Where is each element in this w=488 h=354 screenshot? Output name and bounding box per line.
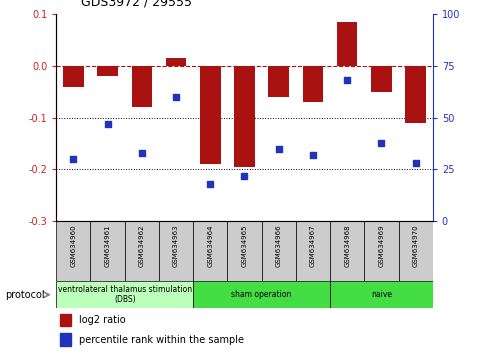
- Text: GSM634970: GSM634970: [412, 224, 418, 267]
- Bar: [329, 281, 432, 308]
- Text: GSM634966: GSM634966: [275, 224, 281, 267]
- Bar: [193, 221, 227, 281]
- Point: [103, 121, 111, 127]
- Bar: [200, 66, 220, 164]
- Text: GSM634964: GSM634964: [207, 224, 213, 267]
- Bar: [60, 314, 71, 326]
- Bar: [370, 66, 391, 92]
- Bar: [227, 221, 261, 281]
- Text: GSM634968: GSM634968: [344, 224, 349, 267]
- Bar: [364, 221, 398, 281]
- Text: GSM634965: GSM634965: [241, 224, 247, 267]
- Bar: [234, 66, 254, 167]
- Point: [377, 140, 385, 145]
- Text: GSM634963: GSM634963: [173, 224, 179, 267]
- Point: [206, 181, 214, 187]
- Bar: [124, 221, 159, 281]
- Text: protocol: protocol: [5, 290, 44, 300]
- Text: sham operation: sham operation: [231, 290, 291, 299]
- Bar: [302, 66, 323, 102]
- Bar: [261, 221, 295, 281]
- Text: GSM634969: GSM634969: [378, 224, 384, 267]
- Point: [308, 152, 316, 158]
- Bar: [193, 281, 329, 308]
- Bar: [90, 221, 124, 281]
- Bar: [97, 66, 118, 76]
- Point: [138, 150, 145, 156]
- Bar: [336, 22, 357, 66]
- Bar: [165, 58, 186, 66]
- Bar: [63, 66, 83, 87]
- Bar: [56, 221, 90, 281]
- Text: GDS3972 / 29555: GDS3972 / 29555: [81, 0, 191, 9]
- Bar: [329, 221, 364, 281]
- Text: log2 ratio: log2 ratio: [79, 315, 125, 325]
- Bar: [159, 221, 193, 281]
- Point: [240, 173, 248, 178]
- Text: naive: naive: [370, 290, 391, 299]
- Point: [411, 160, 419, 166]
- Point: [343, 78, 350, 83]
- Bar: [268, 66, 288, 97]
- Bar: [131, 66, 152, 107]
- Text: percentile rank within the sample: percentile rank within the sample: [79, 335, 244, 345]
- Bar: [398, 221, 432, 281]
- Bar: [405, 66, 425, 123]
- Bar: [60, 333, 71, 346]
- Point: [69, 156, 77, 162]
- Bar: [56, 281, 193, 308]
- Text: GSM634967: GSM634967: [309, 224, 315, 267]
- Text: GSM634962: GSM634962: [139, 224, 144, 267]
- Text: GSM634961: GSM634961: [104, 224, 110, 267]
- Text: GSM634960: GSM634960: [70, 224, 76, 267]
- Bar: [295, 221, 329, 281]
- Text: ventrolateral thalamus stimulation
(DBS): ventrolateral thalamus stimulation (DBS): [58, 285, 191, 304]
- Point: [274, 146, 282, 152]
- Point: [172, 94, 180, 100]
